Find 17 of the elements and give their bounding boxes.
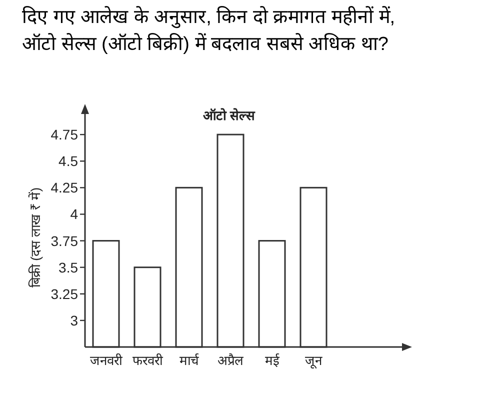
x-tick-label: मार्च bbox=[180, 353, 200, 368]
y-tick-label: 3.25 bbox=[50, 286, 78, 302]
x-tick-label: फरवरी bbox=[132, 353, 164, 368]
y-tick-label: 4.5 bbox=[58, 153, 78, 170]
chart-title: ऑटो सेल्स bbox=[203, 108, 256, 123]
y-tick-label: 4.75 bbox=[50, 126, 78, 143]
x-tick-label: मई bbox=[265, 353, 280, 368]
y-tick-label: 3.5 bbox=[58, 259, 78, 276]
x-tick-label: जून bbox=[305, 353, 323, 369]
y-tick-label: 3.75 bbox=[50, 232, 78, 249]
y-axis-title: बिक्री (दस लाख ₹ में) bbox=[28, 187, 43, 288]
text: दिए गए आलेख के अनुसार, किन दो क्रमागत महीनों में, ऑटो सेल्स (ऑटो बिक्री) में बदलाव सबसे अधिक था? bbox=[22, 5, 396, 57]
y-tick-label: 4 bbox=[70, 206, 78, 222]
y-tick-label: 3 bbox=[70, 312, 78, 328]
x-tick-label: अप्रैल bbox=[218, 353, 244, 368]
y-tick-label: 4.25 bbox=[50, 180, 78, 196]
x-tick-label: जनवरी bbox=[90, 353, 123, 368]
